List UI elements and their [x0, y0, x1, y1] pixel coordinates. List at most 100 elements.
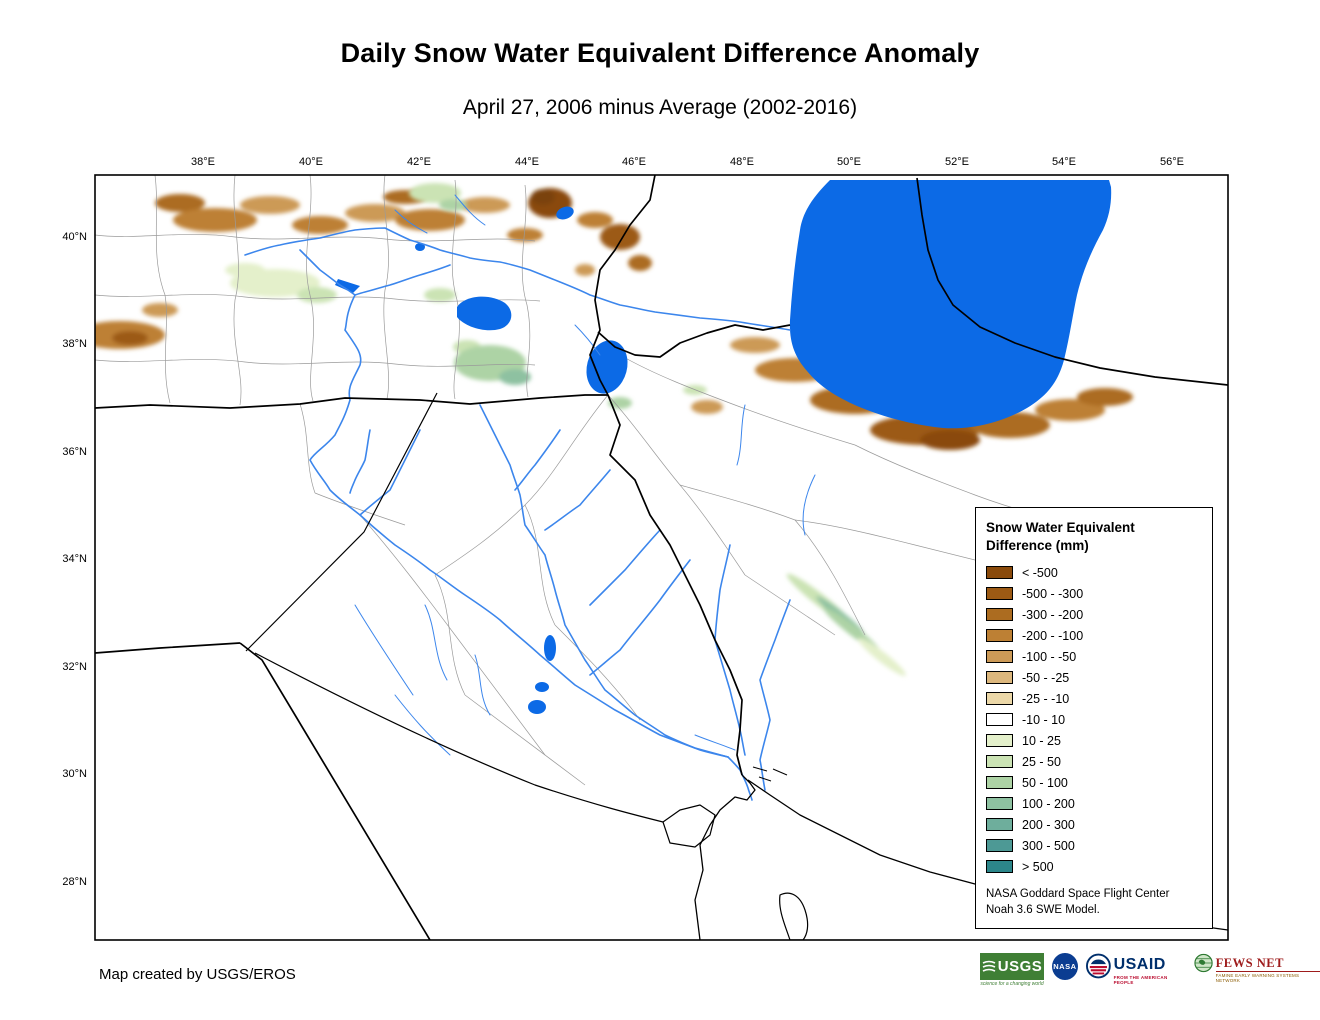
- legend-item: -100 - -50: [986, 646, 1202, 667]
- legend-label: -100 - -50: [1022, 649, 1077, 664]
- river-adhaim: [589, 529, 661, 606]
- river-diyala: [589, 559, 691, 676]
- legend: Snow Water Equivalent Difference (mm) < …: [975, 507, 1213, 930]
- keban-reservoir: [335, 279, 360, 293]
- legend-item: 10 - 25: [986, 730, 1202, 751]
- gulf-coast-west: [694, 774, 756, 940]
- legend-swatch: [986, 692, 1013, 706]
- legend-swatch: [986, 734, 1013, 748]
- legend-item: > 500: [986, 856, 1202, 877]
- legend-label: -50 - -25: [1022, 670, 1070, 685]
- legend-item: 50 - 100: [986, 772, 1202, 793]
- legend-label: 50 - 100: [1022, 775, 1068, 790]
- legend-swatch: [986, 797, 1013, 811]
- legend-swatch: [986, 671, 1013, 685]
- river-khabur: [359, 429, 421, 516]
- river-balikh: [349, 429, 371, 494]
- logos-row: USGS science for a changing world NASA U…: [980, 953, 1320, 987]
- legend-swatch: [986, 566, 1013, 580]
- lat-tick-label: 32°N: [62, 661, 87, 673]
- legend-item: -300 - -200: [986, 604, 1202, 625]
- lat-tick-label: 28°N: [62, 876, 87, 888]
- lat-tick-label: 34°N: [62, 553, 87, 565]
- legend-item: -25 - -10: [986, 688, 1202, 709]
- river-lesser-zab: [544, 469, 611, 531]
- river-euphrates: [309, 294, 729, 758]
- border-iraq-saudi: [254, 652, 664, 823]
- lon-tick-label: 50°E: [837, 156, 861, 168]
- border-turkey-east: [589, 175, 656, 396]
- legend-source: NASA Goddard Space Flight Center Noah 3.…: [986, 888, 1170, 916]
- legend-label: -500 - -300: [1022, 586, 1084, 601]
- nasa-logo: NASA: [1052, 953, 1078, 980]
- lon-tick-label: 42°E: [407, 156, 431, 168]
- country-borders: [95, 175, 1228, 940]
- fewsnet-logo: FEWS NET FAMINE EARLY WARNING SYSTEMS NE…: [1193, 953, 1320, 983]
- lon-tick-label: 46°E: [622, 156, 646, 168]
- legend-item: -10 - 10: [986, 709, 1202, 730]
- river-shatt-al-arab: [727, 756, 753, 801]
- anomaly-positive-layer: [225, 183, 906, 676]
- legend-label: -300 - -200: [1022, 607, 1084, 622]
- legend-label: -25 - -10: [1022, 691, 1070, 706]
- legend-swatch: [986, 755, 1013, 769]
- wadi: [394, 694, 451, 756]
- map-frame: [94, 174, 1229, 941]
- coruh-stream: [394, 209, 428, 234]
- usgs-wave-icon: [982, 960, 996, 972]
- caspian-sea: [789, 180, 1112, 429]
- legend-swatch: [986, 713, 1013, 727]
- river-karun: [759, 599, 791, 791]
- small-lake: [415, 243, 425, 251]
- border-iraq-iran: [607, 394, 743, 776]
- map-area: 38°E 40°E 42°E 44°E 46°E 48°E 50°E 52°E …: [62, 156, 1229, 941]
- border-iran-azerbaijan: [597, 324, 791, 358]
- map-credit: Map created by USGS/EROS: [99, 966, 296, 983]
- iran-stream: [736, 404, 746, 466]
- legend-swatch: [986, 587, 1013, 601]
- usgs-logo: USGS science for a changing world: [980, 953, 1044, 987]
- lat-tick-label: 30°N: [62, 768, 87, 780]
- lon-tick-label: 38°E: [191, 156, 215, 168]
- wadi: [354, 604, 414, 696]
- gulf-peninsula: [779, 892, 809, 940]
- lake-urmia: [586, 340, 628, 394]
- wadi: [474, 654, 491, 716]
- border-kuwait: [662, 804, 716, 848]
- river-tigris: [479, 404, 729, 758]
- legend-item: 200 - 300: [986, 814, 1202, 835]
- lake-habbaniyah: [535, 682, 549, 692]
- legend-item: < -500: [986, 562, 1202, 583]
- river-aras: [244, 227, 791, 331]
- legend-label: 25 - 50: [1022, 754, 1061, 769]
- marsh-channel: [694, 734, 736, 751]
- rivers-layer: [244, 194, 816, 801]
- page-subtitle: April 27, 2006 minus Average (2002-2016): [462, 96, 858, 119]
- border-caspian-east: [916, 177, 1228, 386]
- coruh-stream: [454, 194, 486, 226]
- lake-sevan: [556, 206, 574, 220]
- legend-swatch: [986, 839, 1013, 853]
- admin-boundaries: [95, 175, 1096, 786]
- lake-van: [457, 296, 512, 331]
- globe-icon: [1193, 953, 1213, 973]
- urmia-feeder: [574, 324, 601, 356]
- legend-swatch: [986, 629, 1013, 643]
- legend-item: 25 - 50: [986, 751, 1202, 772]
- legend-label: 300 - 500: [1022, 838, 1075, 853]
- map-canvas: [94, 174, 1229, 941]
- legend-label: 100 - 200: [1022, 796, 1075, 811]
- lon-tick-label: 44°E: [515, 156, 539, 168]
- legend-item: 300 - 500: [986, 835, 1202, 856]
- river-murat: [354, 264, 451, 296]
- lake-razzaza: [528, 700, 546, 714]
- lon-tick-label: 40°E: [299, 156, 323, 168]
- legend-swatch: [986, 608, 1013, 622]
- legend-item: 100 - 200: [986, 793, 1202, 814]
- page-title: Daily Snow Water Equivalent Difference A…: [340, 38, 980, 68]
- delta-islands: [752, 766, 788, 782]
- legend-item: -500 - -300: [986, 583, 1202, 604]
- legend-label: 10 - 25: [1022, 733, 1061, 748]
- iran-stream: [802, 474, 816, 536]
- legend-swatch: [986, 776, 1013, 790]
